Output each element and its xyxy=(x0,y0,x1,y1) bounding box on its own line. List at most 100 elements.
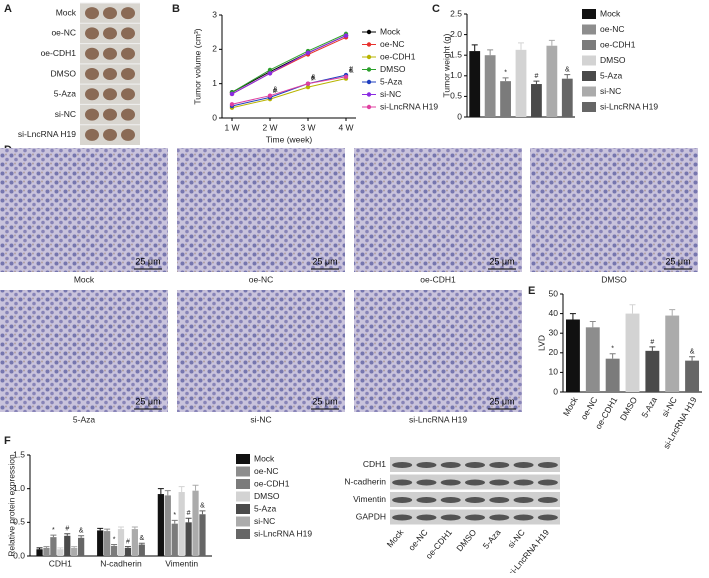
panel-letter: F xyxy=(4,435,11,447)
annotation: & xyxy=(139,535,144,542)
legend-label: oe-NC xyxy=(600,24,625,34)
error-bar xyxy=(118,526,124,530)
error-bar xyxy=(629,304,636,314)
series-line xyxy=(231,33,347,93)
series-line xyxy=(231,74,347,107)
tumor xyxy=(85,27,99,40)
tumor xyxy=(103,7,117,20)
bar xyxy=(78,537,85,556)
error-bar xyxy=(609,353,616,359)
point xyxy=(267,67,273,73)
scale-bar-label: 25 μm xyxy=(489,256,514,266)
micrograph-label: Mock xyxy=(74,274,95,284)
y-tick-label: 0.5 xyxy=(13,517,25,527)
error-bar xyxy=(50,534,57,538)
annotation: # xyxy=(311,75,315,82)
blot-band xyxy=(489,479,510,486)
y-axis-label: Tumor volume (cm³) xyxy=(192,28,202,104)
bar xyxy=(50,537,57,556)
point xyxy=(229,102,235,107)
bar xyxy=(178,492,185,556)
error-bar xyxy=(589,320,596,328)
blot-band xyxy=(416,479,437,486)
bar xyxy=(685,360,700,392)
blot-band xyxy=(465,497,485,503)
point xyxy=(267,71,273,76)
blot-band xyxy=(489,514,510,521)
legend-label: 5-Aza xyxy=(600,70,622,80)
photo-label: si-NC xyxy=(55,109,76,119)
blot-protein: GAPDH xyxy=(356,511,386,521)
x-tick-label: 3 W xyxy=(300,122,315,132)
blot-lane: oe-CDH1 xyxy=(424,527,455,561)
legend-label: si-NC xyxy=(600,86,621,96)
photo-label: oe-CDH1 xyxy=(41,48,77,58)
bar xyxy=(500,81,511,117)
tumor xyxy=(103,27,117,40)
error-bar xyxy=(548,39,555,46)
annotation: * xyxy=(349,69,352,76)
annotation: * xyxy=(504,70,507,77)
blot-band xyxy=(465,479,485,486)
error-bar xyxy=(649,346,656,351)
legend-label: DMSO xyxy=(380,64,406,74)
tumor xyxy=(85,68,99,80)
annotation: * xyxy=(611,346,614,353)
error-bar xyxy=(533,80,540,85)
annotation: & xyxy=(273,87,278,94)
bar xyxy=(185,522,192,556)
annotation: * xyxy=(273,90,276,97)
error-bar xyxy=(171,519,178,524)
bar xyxy=(97,530,104,556)
tumor xyxy=(121,128,135,141)
blot-band xyxy=(489,462,510,468)
y-tick-label: 1.0 xyxy=(13,483,25,493)
legend-swatch xyxy=(236,479,250,489)
micrograph-label: oe-CDH1 xyxy=(420,274,456,284)
error-bar xyxy=(518,42,524,50)
blot-band xyxy=(513,479,534,486)
error-bar xyxy=(43,546,50,548)
error-bar xyxy=(564,74,571,79)
error-bar xyxy=(669,309,676,316)
blot-band xyxy=(440,462,461,468)
y-tick-label: 0.0 xyxy=(13,550,25,560)
blot-lane: 5-Aza xyxy=(481,527,503,551)
blot-lane: Mock xyxy=(385,527,406,550)
x-tick-label: si-NC xyxy=(660,395,679,418)
y-axis-label: Relative protein expression xyxy=(6,454,16,557)
bar xyxy=(138,544,145,556)
blot-band xyxy=(440,479,461,486)
bar xyxy=(561,78,573,117)
point xyxy=(305,84,311,90)
scale-bar-label: 25 μm xyxy=(489,396,514,406)
bar xyxy=(64,535,71,556)
error-bar xyxy=(192,484,199,491)
micrograph xyxy=(354,290,522,412)
legend-label: oe-CDH1 xyxy=(254,478,290,488)
scale-bar-label: 25 μm xyxy=(135,256,160,266)
y-tick-label: 2 xyxy=(212,44,217,54)
annotation: # xyxy=(126,538,130,545)
blot-band xyxy=(537,479,558,486)
annotation: & xyxy=(311,75,316,82)
photo-label: DMSO xyxy=(51,68,77,78)
legend-label: si-LncRNA H19 xyxy=(600,101,658,111)
legend-label: si-LncRNA H19 xyxy=(254,528,312,538)
tumor xyxy=(103,68,117,80)
blot-protein: CDH1 xyxy=(363,459,386,469)
error-bar xyxy=(131,526,138,530)
annotation: * xyxy=(173,512,176,519)
y-tick-label: 40 xyxy=(549,308,559,318)
bar xyxy=(131,529,138,556)
annotation: # xyxy=(187,510,191,517)
annotation: # xyxy=(65,526,69,533)
error-bar xyxy=(111,544,118,546)
y-tick-label: 10 xyxy=(549,367,559,377)
annotation: # xyxy=(534,73,538,80)
legend-label: si-NC xyxy=(254,516,275,526)
error-bar xyxy=(97,527,104,531)
tumor xyxy=(103,128,117,141)
legend-label: 5-Aza xyxy=(254,503,276,513)
error-bar xyxy=(64,533,71,536)
